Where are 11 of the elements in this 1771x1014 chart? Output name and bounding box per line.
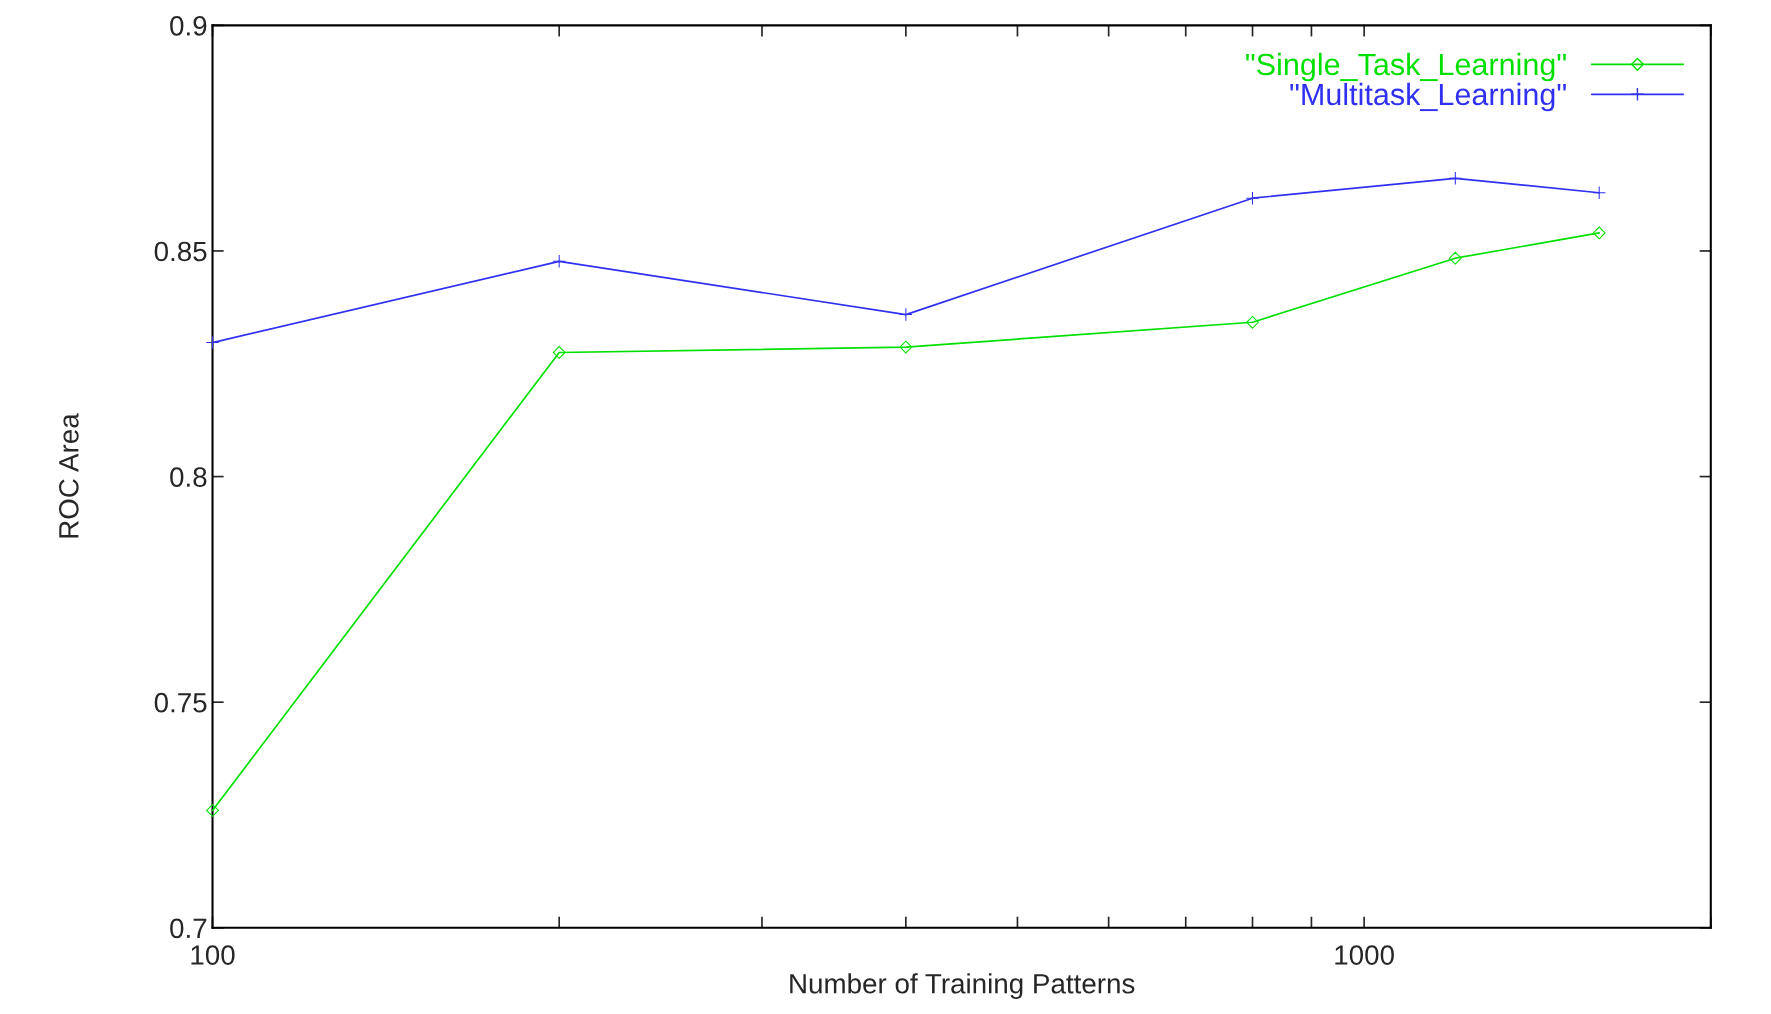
y-tick-label: 0.75: [154, 692, 207, 713]
y-axis-title: ROC Area: [59, 413, 79, 538]
x-tick-label: 1000: [1335, 945, 1394, 965]
y-tick-label: 0.85: [154, 241, 207, 262]
legend-label: "Single_Task_Learning": [1246, 52, 1566, 82]
y-tick-label: 0.8: [170, 467, 207, 487]
y-tick-label: 0.7: [170, 918, 207, 939]
y-tick-label: 0.9: [170, 16, 207, 36]
x-axis-title: Number of Training Patterns: [790, 973, 1135, 1000]
x-tick-label: 100: [191, 945, 235, 965]
legend-label: "Multitask_Learning": [1290, 82, 1566, 112]
